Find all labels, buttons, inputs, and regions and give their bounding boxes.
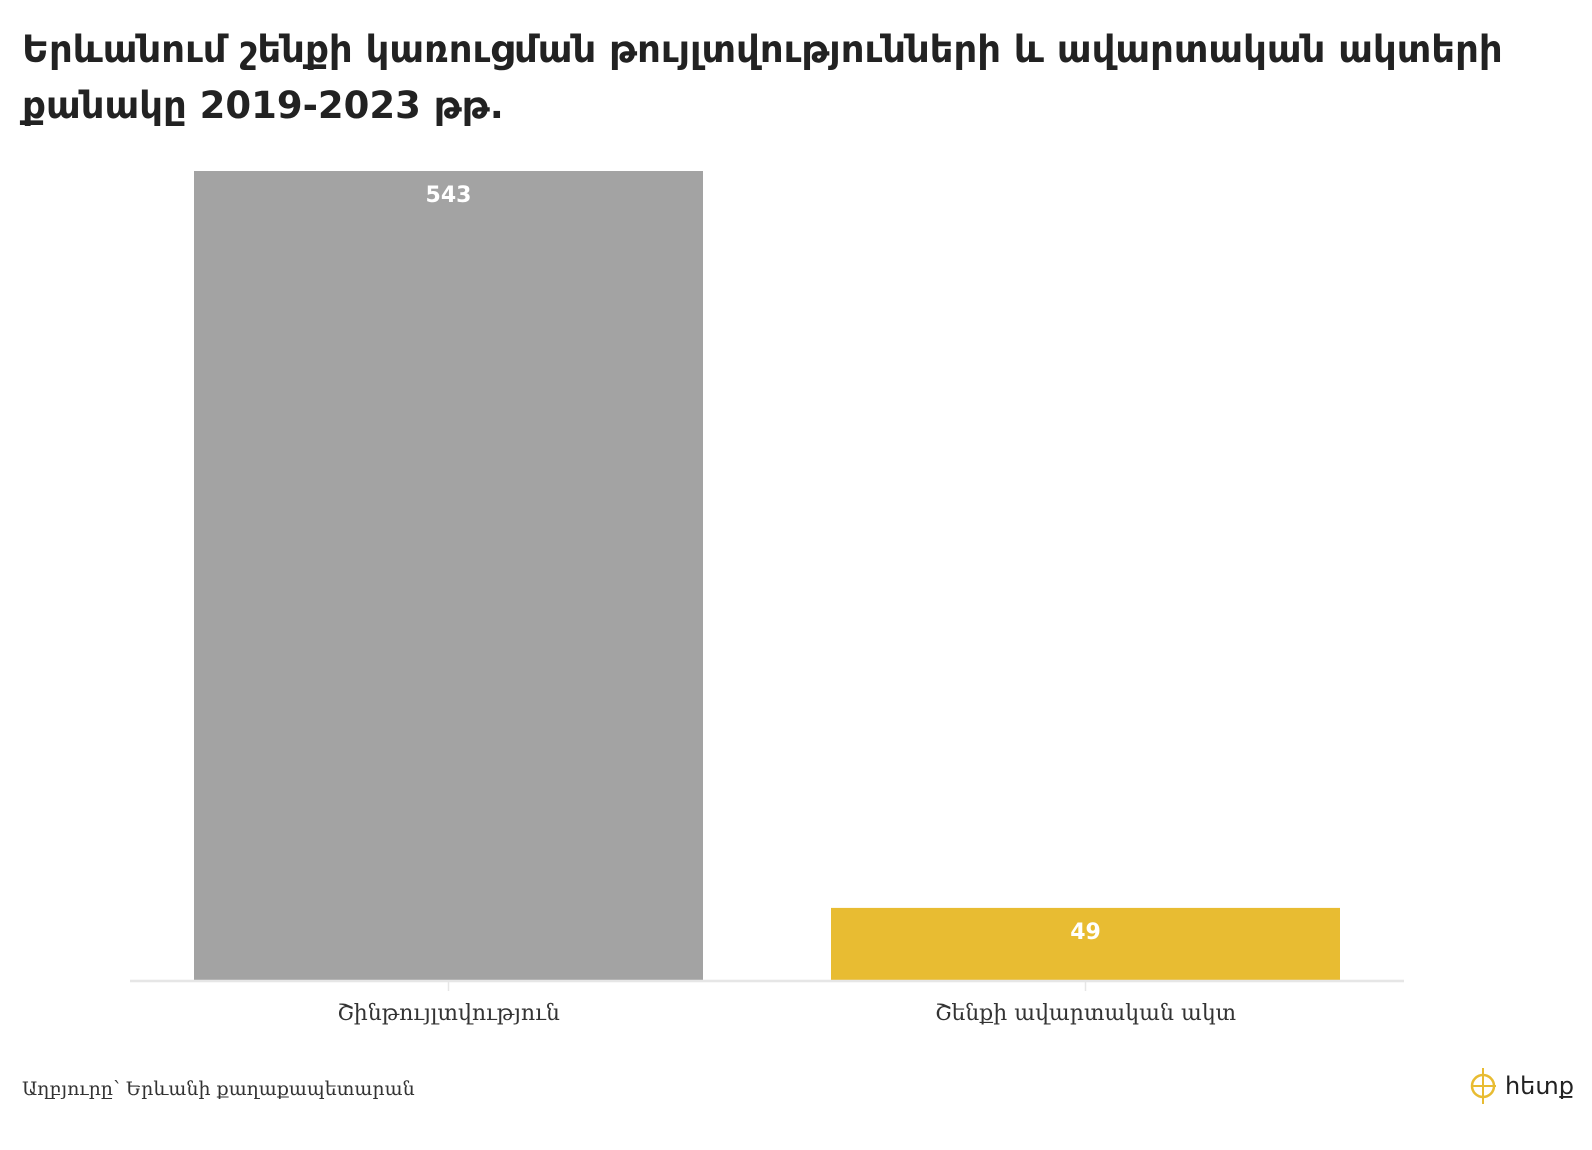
source-note: Աղբյուրը՝ Երևանի քաղաքապետարան <box>22 1078 415 1100</box>
bar-chart: 543 Շինթույլտվություն 49 Շենքի ավարտական ակ… <box>130 171 1404 1026</box>
bar-value-label-1: 49 <box>1070 920 1101 945</box>
x-tick-label-1: Շենքի ավարտական ակտ <box>935 1001 1236 1026</box>
bar-0 <box>194 171 703 981</box>
logo-text: հետք <box>1504 1072 1574 1100</box>
bar-value-label-0: 543 <box>426 183 472 208</box>
publisher-logo: հետք <box>1469 1066 1574 1106</box>
chart-title: Երևանում շենքի կառուցման թույլտվությունն… <box>22 28 1503 127</box>
bar-1 <box>831 907 1340 981</box>
hetq-logo-icon <box>1470 1068 1496 1104</box>
x-tick-label-0: Շինթույլտվություն <box>337 1001 560 1026</box>
